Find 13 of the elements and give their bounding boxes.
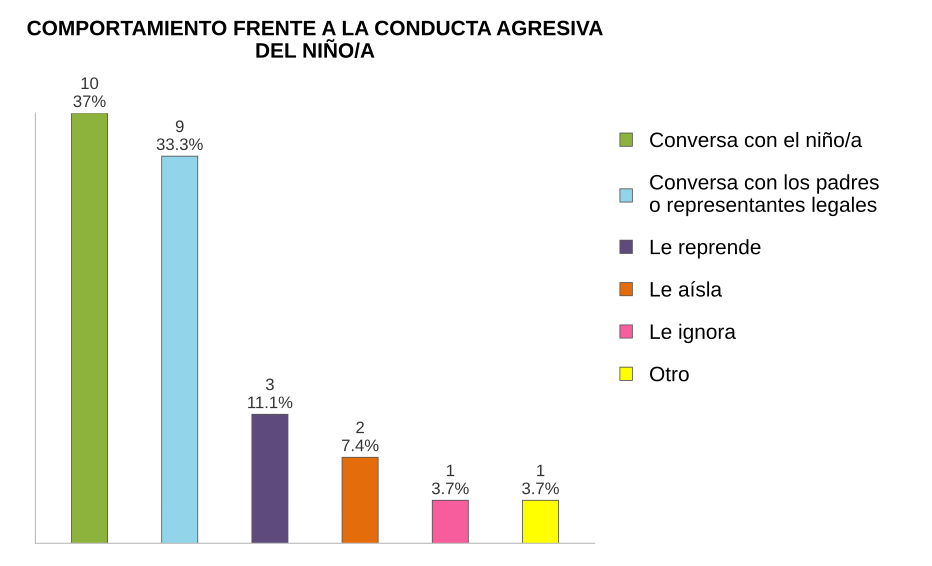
data-label: 10 37%: [73, 77, 106, 108]
legend-label: Conversa con los padres o representantes legales: [650, 174, 879, 216]
legend-label: Le aísla: [650, 281, 722, 297]
data-label: 9 33.3%: [156, 120, 203, 150]
legend-label: Le reprende: [650, 239, 760, 258]
legend-label: Otro: [650, 366, 689, 382]
data-label: 2 7.4%: [342, 422, 379, 452]
chart-title: COMPORTAMIENTO FRENTE A LA CONDUCTA AGRESIVA DEL NIÑO/A: [27, 20, 603, 58]
data-label: 1 3.7%: [522, 464, 559, 494]
data-label: 1 3.7%: [432, 464, 469, 494]
legend-label: Conversa con el niño/a: [650, 132, 862, 148]
data-label: 3 11.1%: [248, 378, 292, 408]
legend-label: Le ignora: [650, 324, 736, 344]
